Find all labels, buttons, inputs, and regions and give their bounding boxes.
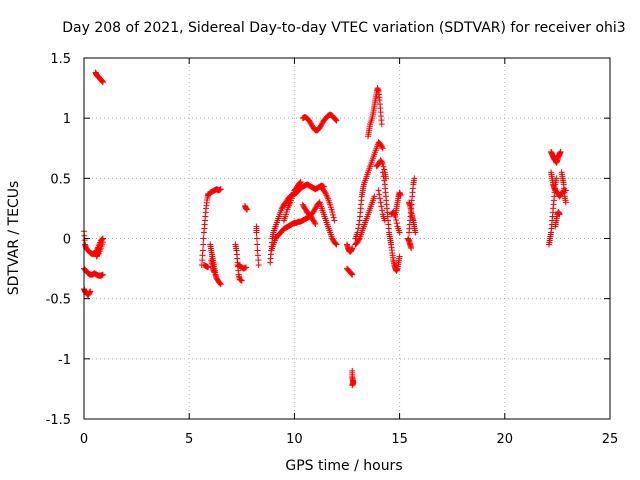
- data-point: [331, 217, 338, 224]
- data-point: [211, 269, 218, 276]
- data-point: [333, 241, 340, 248]
- plot-frame: [83, 57, 611, 420]
- x-tick-label: 5: [185, 432, 193, 447]
- data-point: [377, 199, 384, 206]
- data-point: [376, 195, 383, 202]
- y-tick-labels: -1.5 -1 -0.5 0 0.5 1 1.5: [46, 52, 71, 428]
- data-point: [217, 280, 224, 287]
- data-point: [349, 382, 356, 389]
- x-tick-label: 10: [286, 432, 303, 447]
- data-point: [311, 219, 318, 226]
- axis-ticks: [83, 57, 611, 420]
- data-point: [297, 178, 304, 185]
- data-point: [396, 253, 403, 260]
- x-tick-label: 0: [80, 432, 88, 447]
- data-point: [380, 163, 387, 170]
- data-point: [349, 271, 356, 278]
- x-tick-label: 25: [602, 432, 619, 447]
- data-point: [297, 179, 304, 186]
- data-point: [393, 217, 400, 224]
- data-point: [381, 177, 388, 184]
- data-point: [243, 264, 250, 271]
- data-point: [87, 288, 94, 295]
- data-point: [379, 145, 386, 152]
- data-point: [355, 221, 362, 228]
- data-point: [380, 173, 387, 180]
- data-point: [393, 220, 400, 227]
- data-point: [355, 236, 362, 243]
- x-tick-labels: 0 5 10 15 20 25: [80, 432, 618, 447]
- data-point: [392, 213, 399, 220]
- data-point: [332, 116, 339, 123]
- data-point: [238, 277, 245, 284]
- y-tick-label: 0: [63, 233, 71, 248]
- data-point: [255, 261, 262, 268]
- x-axis-label: GPS time / hours: [285, 458, 402, 474]
- data-point: [200, 241, 207, 248]
- data-point: [378, 203, 385, 210]
- data-point: [379, 169, 386, 176]
- data-point: [349, 245, 356, 252]
- y-tick-label: -0.5: [46, 293, 71, 308]
- data-point: [312, 221, 319, 228]
- data-point: [379, 144, 386, 151]
- data-point: [99, 79, 106, 86]
- data-point: [381, 166, 388, 173]
- data-point: [322, 189, 329, 196]
- data-point: [557, 148, 564, 155]
- y-tick-label: -1.5: [46, 413, 71, 428]
- data-point: [253, 235, 260, 242]
- data-point: [217, 281, 224, 288]
- data-point: [99, 271, 106, 278]
- y-tick-label: 0.5: [50, 172, 71, 187]
- data-point: [329, 209, 336, 216]
- data-point: [332, 240, 339, 247]
- y-tick-label: 1: [63, 112, 71, 127]
- data-point: [397, 192, 404, 199]
- data-point: [254, 241, 261, 248]
- x-tick-label: 15: [391, 432, 408, 447]
- data-point: [379, 207, 386, 214]
- y-tick-label: -1: [58, 353, 71, 368]
- data-point: [217, 186, 224, 193]
- data-point: [205, 264, 212, 271]
- data-point: [379, 159, 386, 166]
- data-points: [81, 69, 569, 389]
- x-tick-label: 20: [497, 432, 514, 447]
- data-point: [396, 229, 403, 236]
- data-point: [562, 199, 569, 206]
- grid-lines: [84, 58, 610, 419]
- data-point: [99, 239, 106, 246]
- data-point: [556, 211, 563, 218]
- data-point: [411, 175, 418, 182]
- data-point: [371, 193, 378, 200]
- data-point: [199, 247, 206, 254]
- data-point: [379, 160, 386, 167]
- data-point: [315, 200, 322, 207]
- chart-title: Day 208 of 2021, Sidereal Day-to-day VTE…: [62, 20, 625, 36]
- data-point: [329, 211, 336, 218]
- y-tick-label: 1.5: [50, 52, 71, 67]
- data-point: [330, 214, 337, 221]
- data-point: [412, 229, 419, 236]
- data-point: [333, 117, 340, 124]
- data-point: [378, 121, 385, 128]
- data-point: [408, 245, 415, 252]
- y-axis-label: SDTVAR / TECUs: [6, 181, 22, 296]
- data-point: [375, 187, 382, 194]
- data-point: [376, 191, 383, 198]
- data-point: [253, 229, 260, 236]
- data-point: [244, 206, 251, 213]
- data-point: [200, 235, 207, 242]
